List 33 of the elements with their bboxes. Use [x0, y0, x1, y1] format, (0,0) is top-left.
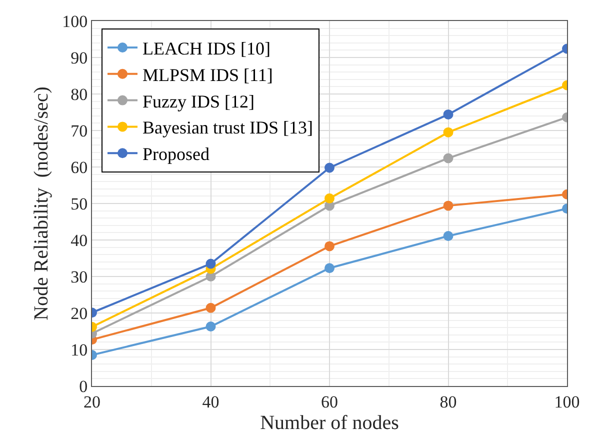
- point: [443, 200, 454, 211]
- y-tick-label: 40: [70, 230, 88, 250]
- y-axis-title: Node Reliability (nodes/sec): [30, 86, 53, 320]
- legend-label: Bayesian trust IDS [13]: [142, 118, 313, 138]
- y-tick-label: 20: [70, 304, 88, 323]
- y-tick-label: 30: [70, 267, 88, 286]
- x-tick-label: 60: [321, 392, 338, 412]
- point: [206, 258, 216, 269]
- legend-label: MLPSM IDS [11]: [142, 64, 273, 85]
- point: [324, 241, 334, 252]
- point: [206, 322, 216, 332]
- x-tick-label: 80: [440, 392, 457, 412]
- legend-label: Fuzzy IDS [12]: [142, 91, 254, 112]
- point: [206, 302, 216, 313]
- point: [443, 153, 454, 164]
- y-tick-label: 10: [70, 340, 88, 360]
- point: [324, 263, 334, 274]
- x-tick-label: 40: [202, 392, 220, 412]
- x-tick-label: 100: [554, 392, 580, 412]
- x-axis-title: Number of nodes: [260, 412, 400, 434]
- y-tick-label: 80: [70, 84, 88, 104]
- y-tick-label: 70: [70, 121, 88, 140]
- point: [324, 193, 334, 204]
- legend-label: Proposed: [142, 144, 210, 164]
- legend-label: LEACH IDS [10]: [142, 38, 270, 59]
- point: [443, 230, 454, 241]
- point: [443, 127, 454, 138]
- y-tick-label: 50: [70, 194, 88, 214]
- y-tick-label: 100: [62, 12, 88, 31]
- y-tick-label: 90: [70, 48, 88, 68]
- y-tick-label: 60: [70, 158, 88, 177]
- point: [324, 162, 334, 173]
- point: [443, 109, 454, 120]
